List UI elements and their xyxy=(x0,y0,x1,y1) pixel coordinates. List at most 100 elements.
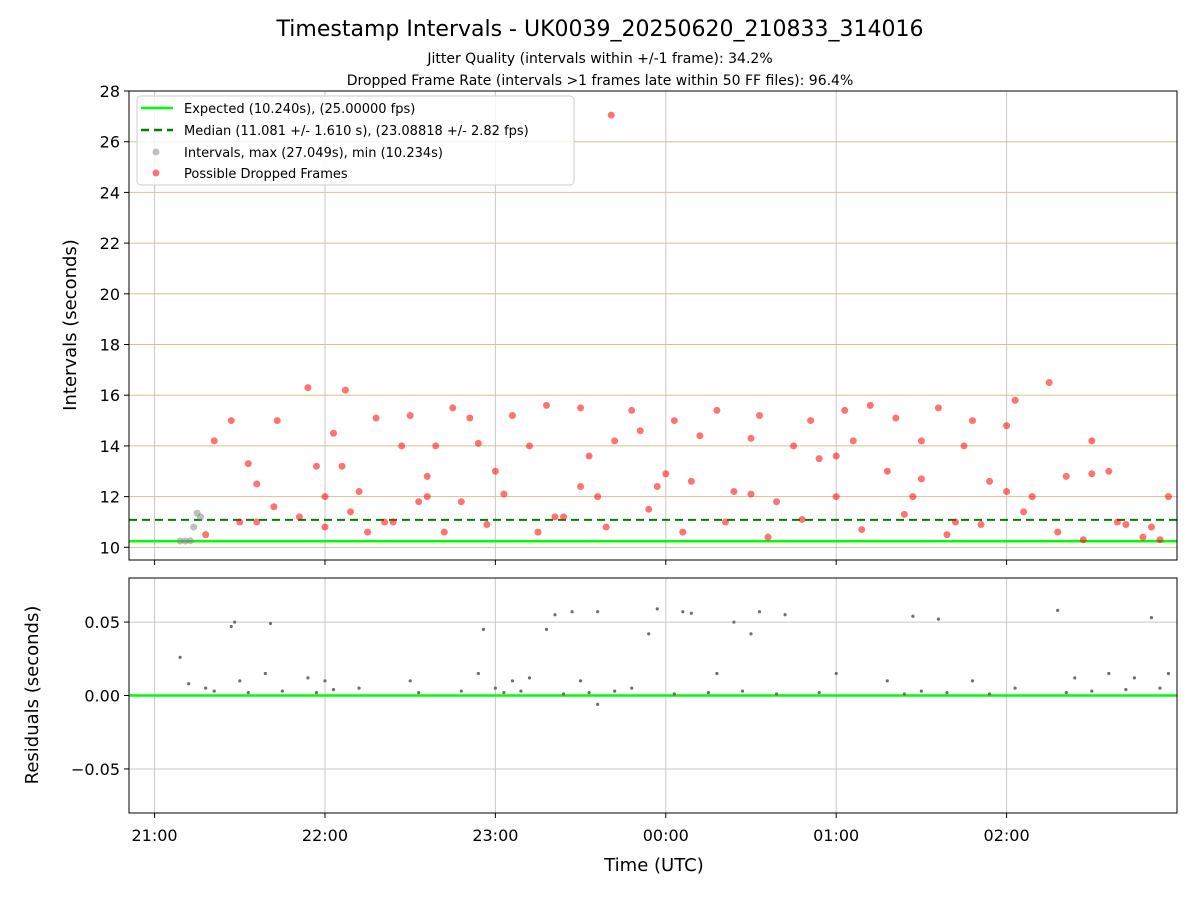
dropped-frame-point xyxy=(508,411,516,419)
residual-point xyxy=(212,689,216,693)
residual-point xyxy=(263,671,267,676)
dropped-frame-point xyxy=(389,518,397,526)
chart-subtitle-jitter: Jitter Quality (intervals within +/-1 fr… xyxy=(426,51,772,67)
dropped-frame-point xyxy=(832,493,840,501)
x-tick-label-2: 23:00 xyxy=(472,826,518,845)
residual-point xyxy=(561,692,566,696)
residual-point xyxy=(987,692,992,696)
dropped-frame-point xyxy=(1045,379,1053,387)
residual-point xyxy=(1013,686,1017,690)
top-ytick-label-9: 28 xyxy=(100,82,120,101)
residual-point xyxy=(749,632,753,636)
dropped-frame-point xyxy=(807,417,815,425)
dropped-frame-point xyxy=(227,417,235,425)
dropped-frame-point xyxy=(602,523,610,531)
dropped-frame-point xyxy=(841,406,849,414)
dropped-frame-point xyxy=(341,386,349,394)
dropped-frame-point xyxy=(645,505,653,513)
top-ytick-label-1: 12 xyxy=(100,488,120,507)
residual-point xyxy=(178,655,182,659)
dropped-frame-point xyxy=(304,384,312,392)
residual-point xyxy=(613,689,617,693)
legend-frame xyxy=(136,95,575,186)
residual-point xyxy=(280,689,284,693)
dropped-frame-point xyxy=(670,417,678,425)
dropped-frame-point xyxy=(551,513,559,521)
dropped-frame-point xyxy=(1088,470,1096,478)
dropped-frame-point xyxy=(721,518,729,526)
top-ytick-label-7: 24 xyxy=(100,183,120,202)
dropped-frame-point xyxy=(917,437,925,445)
dropped-frame-point xyxy=(355,488,363,496)
legend: Expected (10.240s), (25.00000 fps) Media… xyxy=(136,95,575,186)
dropped-frame-point xyxy=(577,404,585,412)
dropped-frame-point xyxy=(1156,536,1164,544)
top-series xyxy=(129,111,1177,545)
legend-dropped-label: Possible Dropped Frames xyxy=(184,167,348,182)
dropped-frame-point xyxy=(1105,467,1113,475)
dropped-frame-point xyxy=(764,533,772,541)
dropped-frame-point xyxy=(773,498,781,506)
dropped-frame-point xyxy=(790,442,798,450)
dropped-frame-point xyxy=(585,452,593,460)
dropped-frame-point xyxy=(687,477,695,485)
residual-point xyxy=(834,671,838,676)
dropped-frame-point xyxy=(986,477,994,485)
dropped-frame-point xyxy=(934,404,942,412)
top-y-axis-label: Intervals (seconds) xyxy=(60,239,81,411)
dropped-frame-point xyxy=(491,467,499,475)
dropped-frame-point xyxy=(883,467,891,475)
dropped-frame-point xyxy=(381,518,389,526)
dropped-frame-point xyxy=(1003,488,1011,496)
dropped-frame-point xyxy=(1088,437,1096,445)
dropped-frame-point xyxy=(866,401,874,409)
dropped-frame-point xyxy=(1113,518,1121,526)
dropped-frame-point xyxy=(730,488,738,496)
residual-point xyxy=(233,620,237,624)
residual-point xyxy=(1107,671,1111,676)
residual-point xyxy=(817,690,821,695)
x-tick-label-0: 21:00 xyxy=(132,826,178,845)
dropped-frame-point xyxy=(423,493,431,501)
bottom-ytick-label-2: 0.05 xyxy=(84,613,120,632)
residual-point xyxy=(527,676,532,680)
dropped-frame-point xyxy=(525,442,533,450)
dropped-frame-point xyxy=(747,434,755,442)
dropped-frame-point xyxy=(951,518,959,526)
residual-point xyxy=(647,632,651,636)
dropped-frame-point xyxy=(253,518,261,526)
dropped-frame-point xyxy=(432,442,440,450)
residual-point xyxy=(357,686,361,690)
dropped-frame-point xyxy=(849,437,857,445)
residual-point xyxy=(919,689,923,693)
dropped-frame-point xyxy=(977,521,985,529)
dropped-frame-point xyxy=(696,432,704,440)
dropped-frame-point xyxy=(969,417,977,425)
x-tick-label-4: 01:00 xyxy=(813,826,859,845)
top-ytick-label-4: 18 xyxy=(100,336,120,355)
residual-point xyxy=(246,690,250,695)
residual-point xyxy=(689,611,693,615)
residual-point xyxy=(885,679,889,683)
dropped-frame-point xyxy=(577,482,585,490)
top-ytick-label-3: 16 xyxy=(100,386,120,405)
dropped-frame-point xyxy=(542,401,550,409)
top-grid xyxy=(129,90,1177,560)
residual-point xyxy=(715,671,719,676)
dropped-frame-point xyxy=(415,498,423,506)
top-ytick-label-5: 20 xyxy=(100,285,120,304)
dropped-frame-point xyxy=(406,411,414,419)
top-axes-frame xyxy=(128,90,1178,561)
dropped-frame-point xyxy=(423,472,431,480)
dropped-frame-point xyxy=(534,528,542,536)
top-ytick-label-8: 26 xyxy=(100,133,120,152)
residual-point xyxy=(655,607,659,611)
chart-title: Timestamp Intervals - UK0039_20250620_21… xyxy=(276,17,924,42)
residual-point xyxy=(936,617,941,621)
dropped-frame-point xyxy=(1028,493,1036,501)
residual-point xyxy=(911,614,915,618)
dropped-frame-point xyxy=(202,531,210,539)
residual-point xyxy=(268,621,273,626)
legend-expected-label: Expected (10.240s), (25.00000 fps) xyxy=(184,102,415,117)
